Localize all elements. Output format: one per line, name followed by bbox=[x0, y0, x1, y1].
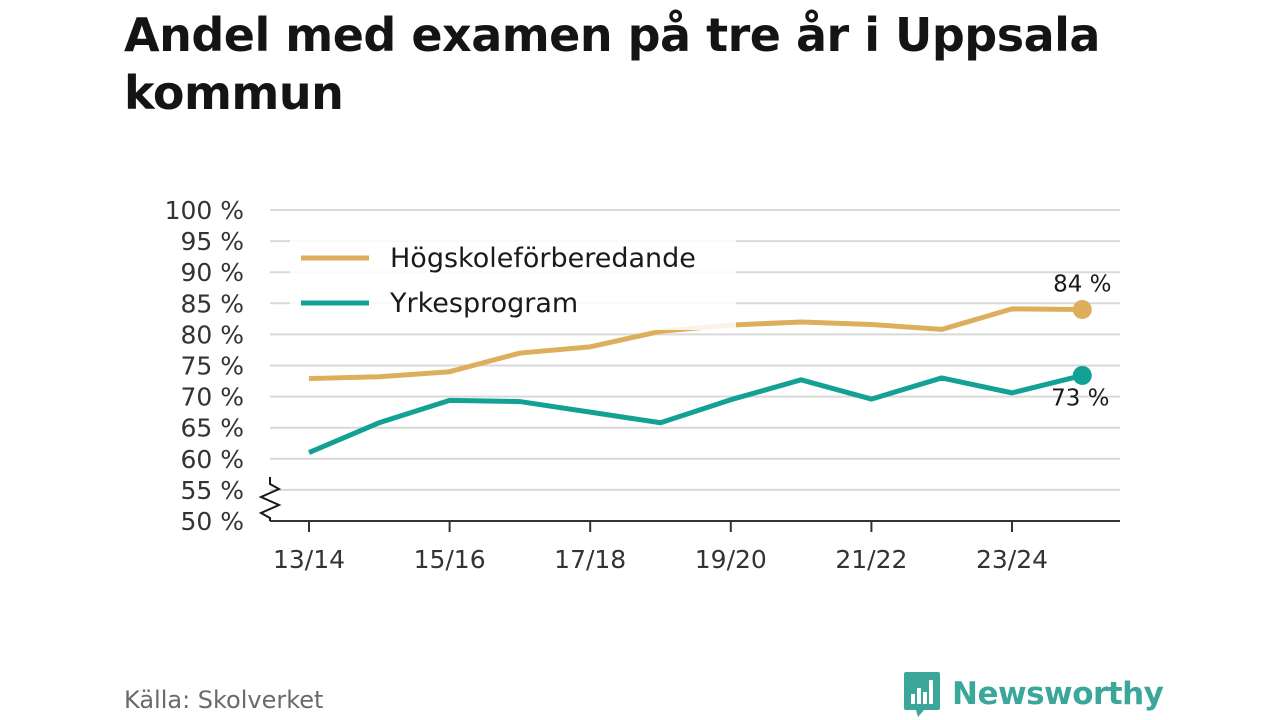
y-axis-ticks: 100 %95 %90 %85 %80 % 75 %70 %65 %60 %55 … bbox=[165, 196, 244, 536]
x-tick-label: 17/18 bbox=[554, 545, 626, 574]
x-tick-label: 15/16 bbox=[414, 545, 486, 574]
end-labels: 84 % 73 % bbox=[1051, 272, 1111, 412]
y-tick-label: 100 % bbox=[165, 196, 244, 225]
series-line-yrkesprogram bbox=[308, 373, 1083, 455]
series-end-marker bbox=[1072, 365, 1092, 385]
series-end-marker bbox=[1072, 300, 1092, 320]
legend: Högskoleförberedande Yrkesprogram bbox=[290, 238, 736, 330]
y-tick-label: 70 % bbox=[180, 383, 244, 412]
axis-break-icon bbox=[258, 477, 282, 521]
legend-background bbox=[290, 238, 736, 330]
x-tick-label: 21/22 bbox=[835, 545, 907, 574]
y-tick-label: 75 % bbox=[180, 352, 244, 381]
y-tick-label: 50 % bbox=[180, 507, 244, 536]
chart-title: Andel med examen på tre år i Uppsala kom… bbox=[124, 8, 1100, 120]
end-value-label: 84 % bbox=[1053, 272, 1111, 298]
brand-logo: Newsworthy bbox=[902, 670, 1164, 718]
x-axis-ticks: 13/14 15/16 17/18 19/20 21/22 23/24 bbox=[273, 521, 1048, 574]
brand-name: Newsworthy bbox=[952, 676, 1164, 712]
y-tick-label: 80 % bbox=[180, 320, 244, 349]
newsworthy-logo-icon bbox=[904, 672, 940, 717]
y-tick-label: 65 % bbox=[180, 414, 244, 443]
x-axis bbox=[258, 477, 1120, 522]
y-tick-label: 85 % bbox=[180, 289, 244, 318]
y-tick-label: 60 % bbox=[180, 445, 244, 474]
legend-label: Yrkesprogram bbox=[389, 288, 578, 319]
y-tick-label: 90 % bbox=[180, 258, 244, 287]
x-tick-label: 13/14 bbox=[273, 545, 345, 574]
y-tick-label: 95 % bbox=[180, 227, 244, 256]
x-tick-label: 23/24 bbox=[976, 545, 1048, 574]
end-value-label: 73 % bbox=[1051, 385, 1109, 411]
legend-label: Högskoleförberedande bbox=[390, 243, 696, 274]
x-tick-label: 19/20 bbox=[695, 545, 767, 574]
source-note: Källa: Skolverket bbox=[124, 686, 324, 714]
y-tick-label: 55 % bbox=[180, 476, 244, 505]
